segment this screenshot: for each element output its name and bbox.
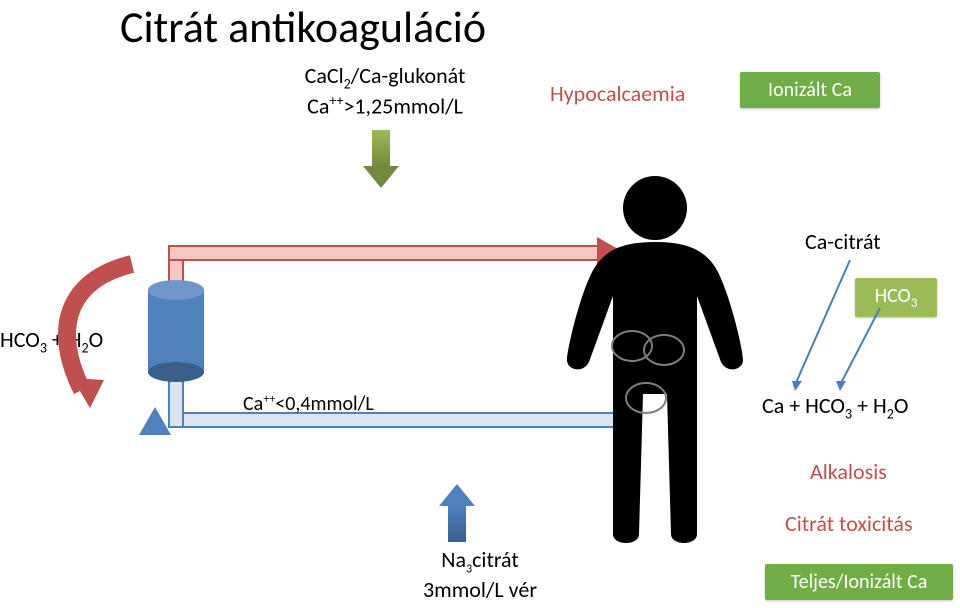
- slide-title: Citrát antikoaguláció: [120, 0, 486, 54]
- txt: ++: [263, 392, 275, 406]
- ionized-ca-badge: Ionizált Ca: [740, 72, 880, 108]
- ca-hco3-h2o-label: Ca + HCO3 + H2O: [762, 392, 908, 422]
- txt: >1,25mmol/L: [343, 93, 462, 120]
- txt: 2: [887, 405, 894, 422]
- green-arrow-cacl2: [372, 130, 390, 166]
- txt: Ca + HCO: [762, 392, 845, 419]
- red-pipe-h: [168, 245, 600, 261]
- txt: CaCl: [305, 62, 344, 89]
- txt: 2: [344, 75, 351, 92]
- txt: citrát: [472, 546, 519, 573]
- txt: ++: [329, 92, 343, 109]
- txt: Na: [441, 546, 466, 573]
- txt: HCO: [0, 326, 40, 353]
- blue-arrow-na3citrat: [448, 506, 466, 542]
- ca-binding-circles: [598, 316, 728, 426]
- txt: /Ca-glukonát: [351, 62, 466, 89]
- ca-low-label: Ca++<0,4mmol/L: [243, 392, 374, 416]
- txt: 3mmol/L vér: [400, 576, 560, 603]
- alkalosis-label: Alkalosis: [810, 458, 887, 485]
- txt: <0,4mmol/L: [275, 392, 373, 416]
- citrate-toxicity-label: Citrát toxicitás: [785, 510, 913, 537]
- txt: Ca: [307, 93, 329, 120]
- hypocalcaemia-label: Hypocalcaemia: [550, 80, 685, 107]
- dialyzer-cylinder: [148, 280, 204, 382]
- txt: Ca: [243, 392, 263, 416]
- hco3-split-lines: [780, 250, 960, 400]
- cacl2-label: CaCl2/Ca-glukonát Ca++>1,25mmol/L: [275, 62, 495, 120]
- txt: + H: [852, 392, 887, 419]
- na3-citrat-label: Na3citrát 3mmol/L vér: [400, 546, 560, 603]
- txt: O: [894, 392, 909, 419]
- blue-arrow-up-into-dialyzer: [139, 407, 171, 435]
- total-ionized-ca-badge: Teljes/Ionizált Ca: [765, 564, 953, 600]
